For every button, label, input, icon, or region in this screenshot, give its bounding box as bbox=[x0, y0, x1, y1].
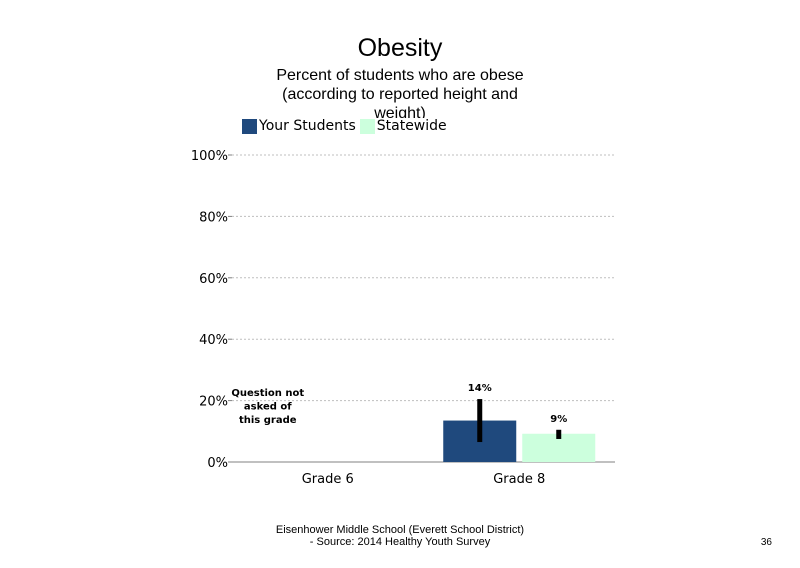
y-tick-label: 20% bbox=[199, 395, 228, 410]
y-tick-label: 40% bbox=[199, 333, 228, 348]
footer-source: - Source: 2014 Healthy Youth Survey bbox=[309, 536, 491, 548]
annotation-line: asked of bbox=[244, 402, 292, 413]
y-tick-label: 0% bbox=[207, 456, 228, 471]
x-tick-label: Grade 8 bbox=[493, 472, 545, 487]
legend-label-statewide: Statewide bbox=[376, 118, 447, 134]
legend-swatch-statewide bbox=[359, 118, 375, 134]
footer: Eisenhower Middle School (Everett School… bbox=[0, 524, 800, 548]
legend-swatch-your-students bbox=[242, 118, 257, 134]
legend-label-your-students: Your Students bbox=[259, 118, 356, 134]
legend-item-your-students: Your Students bbox=[242, 118, 356, 134]
error-bar bbox=[477, 399, 483, 443]
legend: Your Students Statewide bbox=[242, 118, 451, 134]
data-label: 14% bbox=[468, 383, 492, 394]
x-tick-label: Grade 6 bbox=[302, 472, 354, 487]
y-tick-label: 80% bbox=[199, 210, 228, 225]
y-tick-label: 60% bbox=[199, 272, 228, 287]
annotation-line: this grade bbox=[239, 415, 297, 426]
annotation-line: Question not bbox=[231, 388, 304, 399]
footer-school: Eisenhower Middle School (Everett School… bbox=[275, 524, 525, 536]
y-tick-label: 100% bbox=[191, 149, 228, 164]
annotation-not-asked: Question not asked of this grade bbox=[231, 388, 304, 426]
chart-subtitle: Percent of students who are obese (accor… bbox=[276, 67, 524, 118]
legend-item-statewide: Statewide bbox=[359, 118, 447, 134]
page-number: 36 bbox=[760, 537, 772, 548]
data-label: 9% bbox=[550, 414, 567, 425]
chart-title: Obesity bbox=[357, 34, 443, 62]
error-bar bbox=[556, 429, 562, 439]
